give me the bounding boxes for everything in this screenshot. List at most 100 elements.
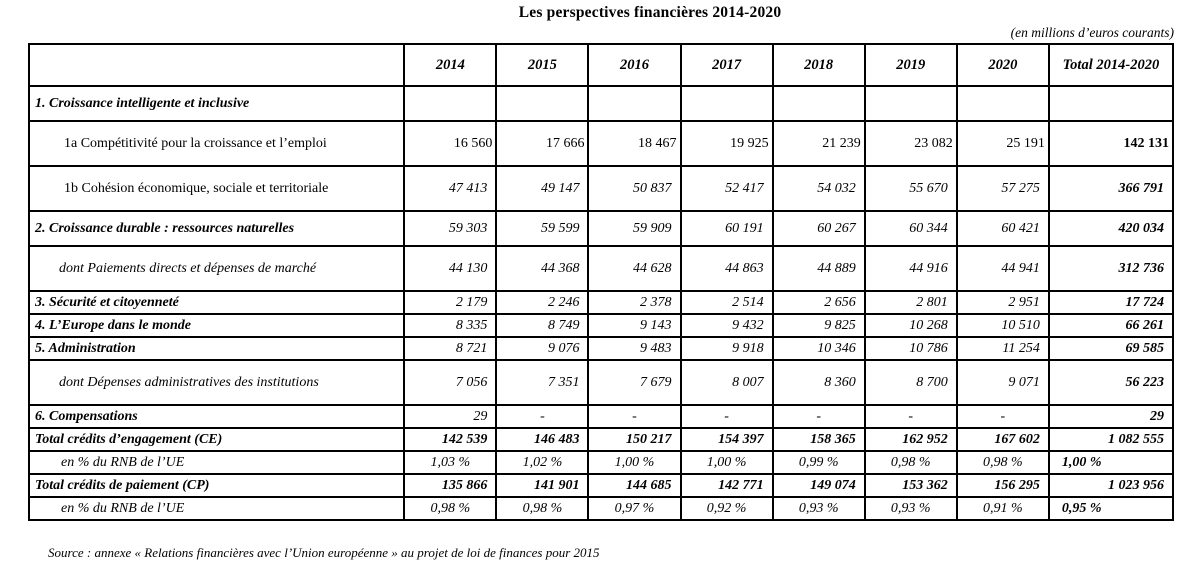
value-cell: 44 889 xyxy=(771,245,866,292)
value-cell: 9 483 xyxy=(587,336,682,361)
table-row: en % du RNB de l’UE 0,98 % 0,98 % 0,97 % 0,9… xyxy=(27,496,1175,521)
value-cell: 50 837 xyxy=(587,165,682,212)
value-cell: 44 130 xyxy=(403,245,498,292)
value-cell: 60 191 xyxy=(679,210,774,247)
value-cell: 7 351 xyxy=(495,359,590,406)
value-cell: 7 679 xyxy=(587,359,682,406)
value-cell: 59 599 xyxy=(495,210,590,247)
value-cell: 56 223 xyxy=(1047,359,1175,406)
corner-cell xyxy=(27,43,406,87)
value-cell: 144 685 xyxy=(587,473,682,498)
value-cell: 2 179 xyxy=(403,290,498,315)
header-row: 2014 2015 2016 2017 2018 2019 2020 Total 2014-2… xyxy=(27,43,1175,87)
row-label: 2. Croissance durable : ressources natur… xyxy=(27,210,406,247)
value-cell: 21 239 xyxy=(771,120,866,167)
table-row: dont Paiements directs et dépenses de ma… xyxy=(27,245,1175,292)
value-cell: 60 267 xyxy=(771,210,866,247)
value-cell: 366 791 xyxy=(1047,165,1175,212)
row-label: Total crédits d’engagement (CE) xyxy=(27,427,406,452)
table-row: 3. Sécurité et citoyenneté 2 179 2 246 2 37… xyxy=(27,290,1175,315)
value-cell: 8 335 xyxy=(403,313,498,338)
value-cell: - xyxy=(679,404,774,429)
column-header: 2014 xyxy=(403,43,498,87)
column-header: 2016 xyxy=(587,43,682,87)
value-cell: - xyxy=(863,404,958,429)
table-row: 1b Cohésion économique, sociale et terri… xyxy=(27,165,1175,212)
value-cell: 142 771 xyxy=(679,473,774,498)
table-row: 5. Administration 8 721 9 076 9 483 9 918 10 … xyxy=(27,336,1175,361)
column-header: 2019 xyxy=(863,43,958,87)
value-cell: 16 560 xyxy=(403,120,498,167)
value-cell: 59 303 xyxy=(403,210,498,247)
value-cell: 44 368 xyxy=(495,245,590,292)
value-cell: 0,99 % xyxy=(771,450,866,475)
value-cell: 1,02 % xyxy=(495,450,590,475)
value-cell: 312 736 xyxy=(1047,245,1175,292)
value-cell: 10 786 xyxy=(863,336,958,361)
value-cell xyxy=(403,85,498,122)
value-cell: 1 082 555 xyxy=(1047,427,1175,452)
value-cell: 8 721 xyxy=(403,336,498,361)
value-cell: 142 131 xyxy=(1047,120,1175,167)
value-cell: 8 700 xyxy=(863,359,958,406)
units-note: (en millions d’euros courants) xyxy=(1010,25,1174,40)
column-header: 2015 xyxy=(495,43,590,87)
value-cell xyxy=(495,85,590,122)
value-cell: - xyxy=(955,404,1050,429)
value-cell xyxy=(771,85,866,122)
value-cell: 60 344 xyxy=(863,210,958,247)
value-cell: 420 034 xyxy=(1047,210,1175,247)
value-cell: 141 901 xyxy=(495,473,590,498)
value-cell: 29 xyxy=(403,404,498,429)
row-label: 1b Cohésion économique, sociale et terri… xyxy=(27,165,406,212)
value-cell: 0,98 % xyxy=(403,496,498,521)
value-cell: 55 670 xyxy=(863,165,958,212)
value-cell: 158 365 xyxy=(771,427,866,452)
table-row: 4. L’Europe dans le monde 8 335 8 749 9 143… xyxy=(27,313,1175,338)
value-cell: 44 916 xyxy=(863,245,958,292)
value-cell: 0,97 % xyxy=(587,496,682,521)
row-label: 6. Compensations xyxy=(27,404,406,429)
row-label: 1a Compétitivité pour la croissance et l… xyxy=(27,120,406,167)
row-label: en % du RNB de l’UE xyxy=(27,496,406,521)
value-cell: 0,92 % xyxy=(679,496,774,521)
value-cell: 19 925 xyxy=(679,120,774,167)
value-cell: 18 467 xyxy=(587,120,682,167)
value-cell: 44 863 xyxy=(679,245,774,292)
value-cell xyxy=(955,85,1050,122)
value-cell: 0,93 % xyxy=(771,496,866,521)
value-cell: 0,95 % xyxy=(1047,496,1175,521)
value-cell: 0,98 % xyxy=(863,450,958,475)
value-cell: 0,98 % xyxy=(955,450,1050,475)
value-cell: 146 483 xyxy=(495,427,590,452)
column-header: 2017 xyxy=(679,43,774,87)
value-cell: 69 585 xyxy=(1047,336,1175,361)
table-row: dont Dépenses administratives des instit… xyxy=(27,359,1175,406)
source-note: Source : annexe « Relations financières … xyxy=(48,545,600,560)
value-cell: 29 xyxy=(1047,404,1175,429)
value-cell: 9 432 xyxy=(679,313,774,338)
value-cell: 0,98 % xyxy=(495,496,590,521)
value-cell: 57 275 xyxy=(955,165,1050,212)
value-cell: 54 032 xyxy=(771,165,866,212)
value-cell: 142 539 xyxy=(403,427,498,452)
value-cell: - xyxy=(495,404,590,429)
table-row: 1. Croissance intelligente et inclusive xyxy=(27,85,1175,122)
value-cell: 59 909 xyxy=(587,210,682,247)
value-cell: 17 666 xyxy=(495,120,590,167)
value-cell: 167 602 xyxy=(955,427,1050,452)
value-cell: 0,91 % xyxy=(955,496,1050,521)
value-cell: 10 268 xyxy=(863,313,958,338)
value-cell: 9 071 xyxy=(955,359,1050,406)
column-header: 2020 xyxy=(955,43,1050,87)
value-cell xyxy=(863,85,958,122)
financial-table: 2014 2015 2016 2017 2018 2019 2020 Total 2014-2… xyxy=(27,43,1175,521)
row-label: dont Dépenses administratives des instit… xyxy=(27,359,406,406)
value-cell: 9 918 xyxy=(679,336,774,361)
column-header: 2018 xyxy=(771,43,866,87)
value-cell: - xyxy=(771,404,866,429)
value-cell: 9 143 xyxy=(587,313,682,338)
value-cell xyxy=(679,85,774,122)
value-cell: 2 246 xyxy=(495,290,590,315)
